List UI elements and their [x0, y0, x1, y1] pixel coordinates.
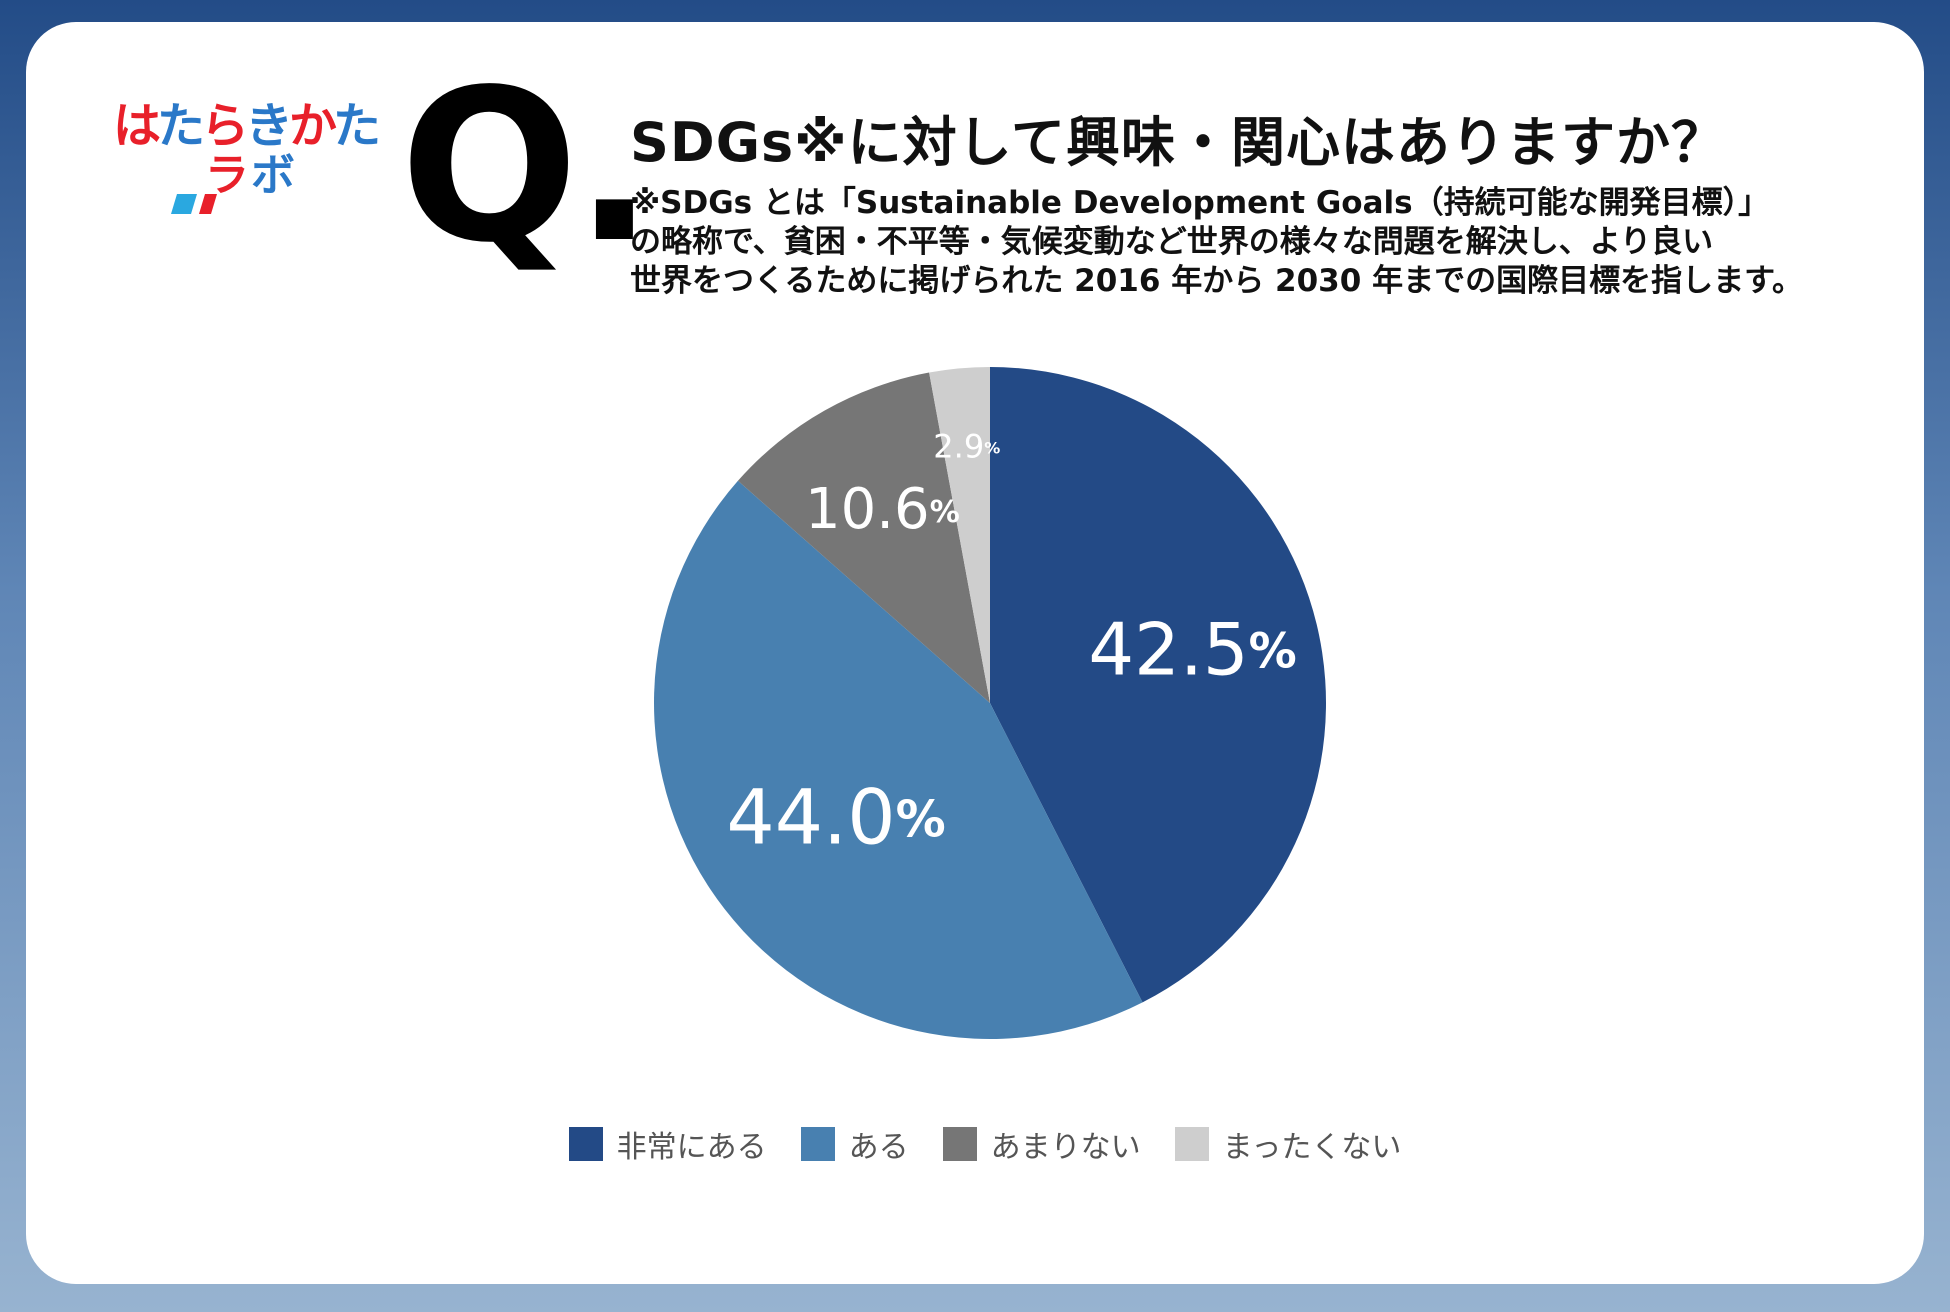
- logo-char: ラ: [205, 150, 249, 201]
- pie-slice-not-very-interested: [737, 372, 990, 703]
- legend-label-not-interested-at-all: まったくない: [1222, 1130, 1402, 1165]
- logo-char: ボ: [251, 150, 295, 201]
- legend-label-very-interested: 非常にある: [616, 1130, 767, 1165]
- chart-legend: 非常にある ある あまりない まったくない: [0, 1122, 1950, 1166]
- logo-char: き: [245, 98, 293, 154]
- legend-swatch-very-interested: [568, 1127, 603, 1161]
- legend-item-not-interested-at-all: まったくない: [1174, 1122, 1402, 1166]
- data-label-not-very-interested: 10.6%: [805, 477, 960, 542]
- logo-char: か: [289, 98, 337, 154]
- logo-stripe-2: [199, 194, 217, 214]
- pie-slice-not-interested-at-all: [929, 367, 990, 703]
- pie-slice-very-interested: [990, 367, 1326, 1003]
- hatarakikata-lab-logo: はたらきかた ラボ: [115, 98, 381, 214]
- pie-slice-interested: [654, 480, 1143, 1040]
- legend-swatch-interested: [800, 1127, 835, 1161]
- legend-item-interested: ある: [800, 1122, 909, 1166]
- logo-char: は: [115, 98, 161, 154]
- sdgs-note-line-2: の略称で、貧困・不平等・気候変動など世界の様々な問題を解決し、より良い: [630, 224, 1714, 260]
- question-title: SDGs※に対して興味・関心はありますか？: [630, 111, 1727, 174]
- legend-item-not-very-interested: あまりない: [942, 1122, 1141, 1166]
- question-mark-q: Q.: [400, 44, 654, 289]
- logo-char: ら: [201, 98, 249, 154]
- logo-char: た: [157, 98, 205, 154]
- legend-label-not-very-interested: あまりない: [990, 1130, 1141, 1165]
- sdgs-note: ※SDGs とは「Sustainable Development Goals（持…: [630, 184, 1820, 301]
- sdgs-note-line-3: 世界をつくるために掲げられた 2016 年から 2030 年までの国際目標を指し…: [630, 263, 1804, 299]
- sdgs-note-line-1: ※SDGs とは「Sustainable Development Goals（持…: [630, 185, 1770, 221]
- legend-swatch-not-interested-at-all: [1174, 1127, 1209, 1161]
- data-label-interested: 44.0%: [726, 772, 945, 861]
- legend-swatch-not-very-interested: [942, 1127, 977, 1161]
- data-label-very-interested: 42.5%: [1088, 607, 1296, 691]
- data-label-not-interested-at-all: 2.9%: [933, 428, 1000, 466]
- legend-item-very-interested: 非常にある: [568, 1122, 767, 1166]
- legend-label-interested: ある: [848, 1130, 909, 1165]
- logo-char: た: [333, 98, 381, 154]
- logo-stripe-1: [171, 194, 197, 214]
